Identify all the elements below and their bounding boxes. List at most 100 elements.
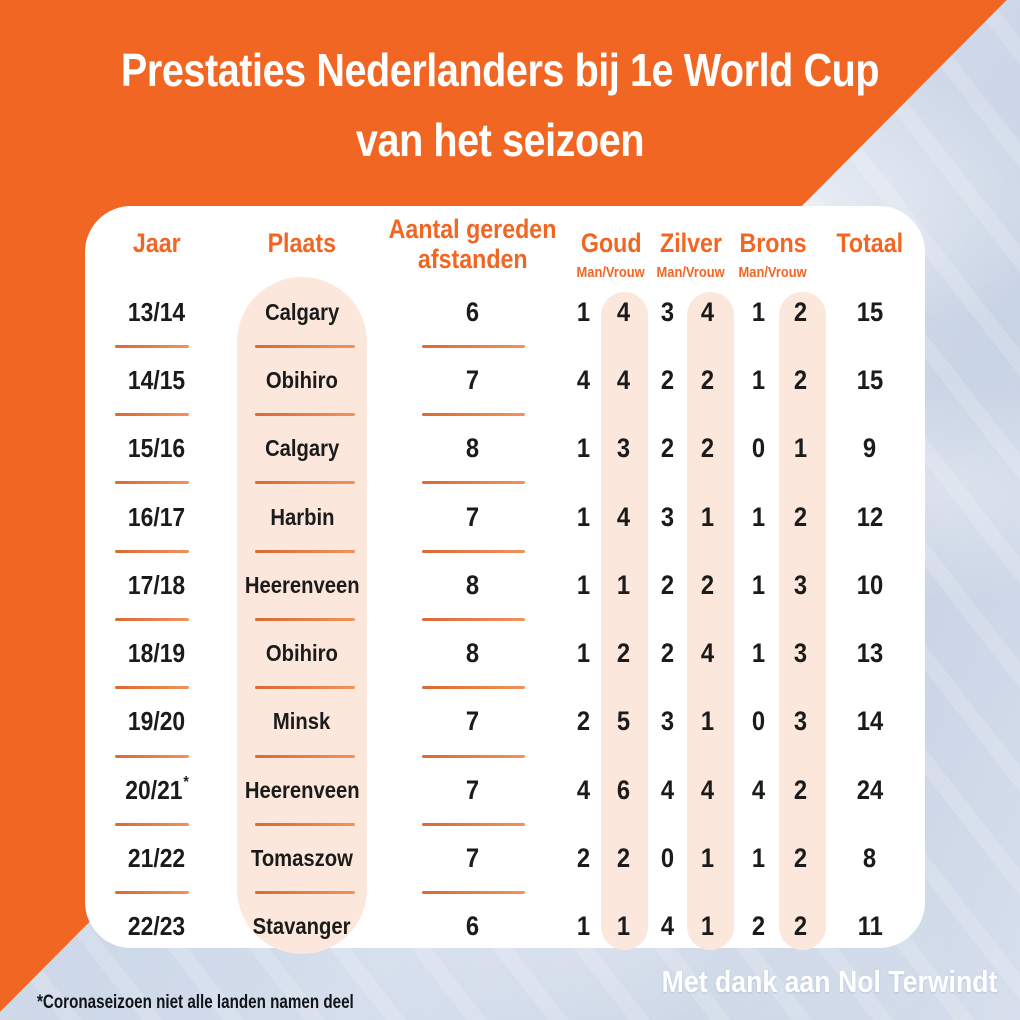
silver-men-cell: 2	[661, 569, 675, 600]
gold-women-column-highlight	[601, 292, 648, 950]
row-separator-line	[422, 344, 525, 348]
row-separator-line	[422, 754, 525, 758]
bronze-women-column-highlight	[779, 292, 826, 950]
row-separator-line	[422, 549, 525, 553]
bronze-men-cell: 1	[752, 638, 766, 669]
place-cell: Tomaszow	[251, 845, 353, 872]
table-header-row: Jaar Plaats Aantal gereden afstanden Gou…	[85, 212, 925, 284]
row-separator-line	[115, 413, 189, 417]
row-separator-line	[115, 822, 189, 826]
column-header-bronze: Brons Man/Vrouw	[738, 228, 808, 281]
gold-men-cell: 1	[577, 911, 591, 942]
gold-women-cell: 4	[617, 296, 631, 327]
title-line-2: van het seizoen	[355, 114, 645, 166]
row-separator-line	[115, 754, 189, 758]
total-cell: 9	[863, 433, 877, 464]
distances-cell: 7	[466, 774, 480, 805]
row-separator-line	[422, 617, 525, 621]
total-cell: 8	[863, 843, 877, 874]
silver-women-cell: 2	[701, 569, 715, 600]
silver-men-cell: 2	[661, 433, 675, 464]
silver-women-cell: 4	[701, 638, 715, 669]
silver-men-cell: 0	[661, 843, 675, 874]
bronze-women-cell: 3	[794, 638, 808, 669]
bronze-men-cell: 4	[752, 774, 766, 805]
gold-women-cell: 6	[617, 774, 631, 805]
corona-footnote: *Coronaseizoen niet alle landen namen de…	[37, 992, 354, 1013]
bronze-men-cell: 1	[752, 501, 766, 532]
row-separator-line	[115, 549, 189, 553]
table-row: 20/21* Heerenveen 7 4 6 4 4 4 2 24	[85, 756, 925, 826]
year-cell: 19/20	[128, 706, 186, 737]
place-cell: Obihiro	[266, 366, 338, 393]
row-separator-line	[115, 617, 189, 621]
row-separator-line	[255, 822, 355, 826]
place-cell: Calgary	[264, 435, 340, 462]
gold-men-cell: 1	[577, 296, 591, 327]
distances-cell: 8	[466, 569, 480, 600]
table-row: 16/17 Harbin 7 1 4 3 1 1 2 12	[85, 483, 925, 553]
silver-men-cell: 3	[661, 706, 675, 737]
gold-men-cell: 4	[577, 774, 591, 805]
year-cell: 14/15	[128, 364, 186, 395]
row-separator-line	[255, 891, 355, 895]
year-cell: 20/21*	[125, 774, 190, 805]
row-separator-line	[422, 891, 525, 895]
silver-women-cell: 4	[701, 774, 715, 805]
gold-women-cell: 4	[617, 364, 631, 395]
gold-women-cell: 1	[617, 911, 631, 942]
bronze-men-cell: 0	[752, 706, 766, 737]
column-header-distances: Aantal gereden afstanden	[389, 214, 557, 274]
page-title: Prestaties Nederlanders bij 1e World Cup…	[70, 35, 930, 175]
distances-cell: 8	[466, 433, 480, 464]
silver-men-cell: 4	[661, 774, 675, 805]
gold-men-cell: 4	[577, 364, 591, 395]
silver-women-cell: 1	[701, 706, 715, 737]
place-cell: Stavanger	[253, 913, 351, 940]
silver-women-cell: 1	[701, 501, 715, 532]
row-separator-line	[115, 891, 189, 895]
total-cell: 24	[856, 774, 884, 805]
table-row: 18/19 Obihiro 8 1 2 2 4 1 3 13	[85, 619, 925, 690]
bronze-women-cell: 2	[794, 364, 808, 395]
bronze-men-cell: 1	[752, 364, 766, 395]
place-cell: Minsk	[273, 708, 331, 735]
total-cell: 15	[856, 364, 884, 395]
year-cell: 13/14	[128, 296, 186, 327]
bronze-men-cell: 0	[752, 433, 766, 464]
gold-men-cell: 2	[577, 843, 591, 874]
bronze-men-cell: 1	[752, 843, 766, 874]
bronze-women-cell: 2	[794, 501, 808, 532]
row-separator-line	[422, 686, 525, 690]
silver-men-cell: 4	[661, 911, 675, 942]
gold-men-cell: 1	[577, 569, 591, 600]
column-header-year: Jaar	[133, 228, 181, 258]
row-separator-line	[422, 822, 525, 826]
gold-women-cell: 2	[617, 638, 631, 669]
footnote-asterisk: *	[183, 774, 190, 792]
row-separator-line	[255, 344, 355, 348]
year-cell: 22/23	[128, 911, 186, 942]
bronze-women-cell: 2	[794, 843, 808, 874]
gold-men-women-subheader: Man/Vrouw	[576, 264, 646, 281]
distances-cell: 7	[466, 501, 480, 532]
table-row: 21/22 Tomaszow 7 2 2 0 1 1 2 8	[85, 824, 925, 895]
year-cell: 18/19	[128, 638, 186, 669]
total-cell: 11	[857, 911, 883, 942]
results-table-card: Jaar Plaats Aantal gereden afstanden Gou…	[85, 206, 925, 954]
silver-women-cell: 2	[701, 433, 715, 464]
row-separator-line	[115, 481, 189, 485]
year-cell: 21/22	[128, 843, 186, 874]
silver-men-women-subheader: Man/Vrouw	[656, 264, 726, 281]
year-cell: 17/18	[128, 569, 186, 600]
silver-men-cell: 3	[661, 501, 675, 532]
gold-women-cell: 2	[617, 843, 631, 874]
table-row: 19/20 Minsk 7 2 5 3 1 0 3 14	[85, 688, 925, 758]
credit-text: Met dank aan Nol Terwindt	[661, 964, 997, 999]
total-cell: 15	[856, 296, 884, 327]
year-cell: 16/17	[128, 501, 186, 532]
bronze-women-cell: 1	[794, 433, 808, 464]
row-separator-line	[115, 344, 189, 348]
place-cell: Heerenveen	[244, 571, 360, 598]
